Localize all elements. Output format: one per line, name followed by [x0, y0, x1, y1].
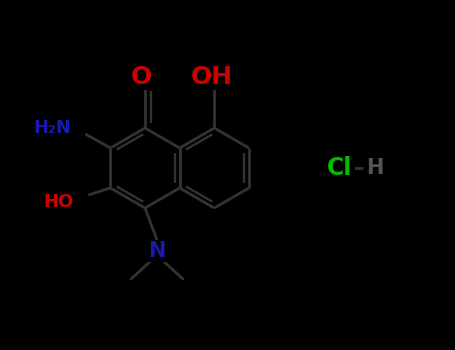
Text: H₂N: H₂N	[34, 119, 71, 137]
Text: HO: HO	[43, 193, 73, 211]
Text: H: H	[366, 158, 384, 178]
Text: Cl: Cl	[327, 156, 353, 180]
Text: OH: OH	[191, 65, 233, 89]
Text: N: N	[148, 241, 166, 261]
Text: O: O	[131, 65, 152, 89]
